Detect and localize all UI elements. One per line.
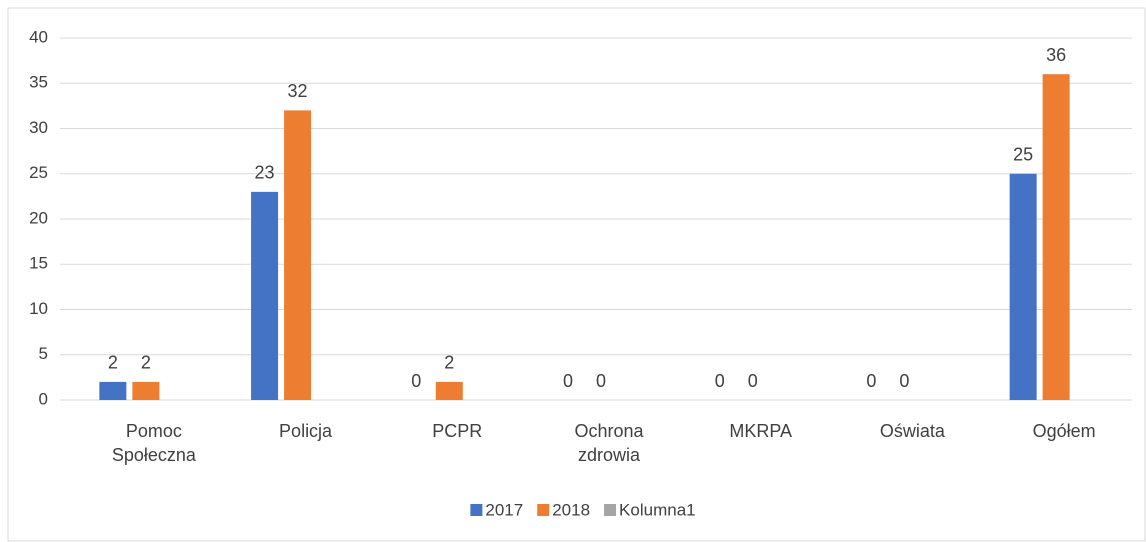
data-label: 0: [715, 371, 725, 391]
data-label: 2: [444, 353, 454, 373]
data-label: 25: [1013, 145, 1033, 165]
y-tick-label: 20: [29, 208, 48, 227]
legend-label: 2018: [552, 500, 590, 519]
y-tick-label: 0: [39, 389, 48, 408]
legend-swatch: [604, 504, 617, 516]
x-tick-label: Pomoc Społeczna: [112, 421, 197, 465]
bar: [435, 381, 463, 400]
data-label: 0: [596, 371, 606, 391]
legend: 2017 2018 Kolumna1: [470, 500, 696, 519]
x-tick-label: Ogółem: [1033, 421, 1096, 441]
bar: [132, 381, 160, 400]
x-tick-label: Oświata: [880, 421, 946, 441]
y-tick-label: 30: [29, 118, 48, 137]
data-label: 32: [288, 81, 308, 101]
data-label: 2: [141, 353, 151, 373]
legend-label: 2017: [485, 500, 523, 519]
y-tick-label: 25: [29, 163, 48, 182]
data-label: 0: [899, 371, 909, 391]
bar: [1009, 173, 1037, 400]
legend-label: Kolumna1: [619, 500, 696, 519]
data-label: 0: [866, 371, 876, 391]
data-label: 2: [108, 353, 118, 373]
y-tick-label: 40: [29, 27, 48, 46]
legend-swatch: [470, 504, 483, 516]
data-label: 23: [255, 163, 275, 183]
data-label: 0: [411, 371, 421, 391]
bar: [1042, 74, 1070, 400]
data-label: 0: [748, 371, 758, 391]
x-tick-label: PCPR: [432, 421, 482, 441]
x-tick-label: Ochrona zdrowia: [574, 421, 644, 465]
chart-frame: [7, 7, 1146, 542]
x-tick-label: Policja: [279, 421, 333, 441]
y-tick-label: 10: [29, 299, 48, 318]
legend-swatch: [537, 504, 550, 516]
x-tick-label: MKRPA: [729, 421, 792, 441]
bar: [251, 191, 279, 400]
data-label: 36: [1046, 45, 1066, 65]
bar: [99, 381, 127, 400]
y-tick-label: 15: [29, 254, 48, 273]
data-label: 0: [563, 371, 573, 391]
bar: [284, 110, 312, 401]
y-tick-label: 35: [29, 73, 48, 92]
y-tick-label: 5: [39, 344, 48, 363]
